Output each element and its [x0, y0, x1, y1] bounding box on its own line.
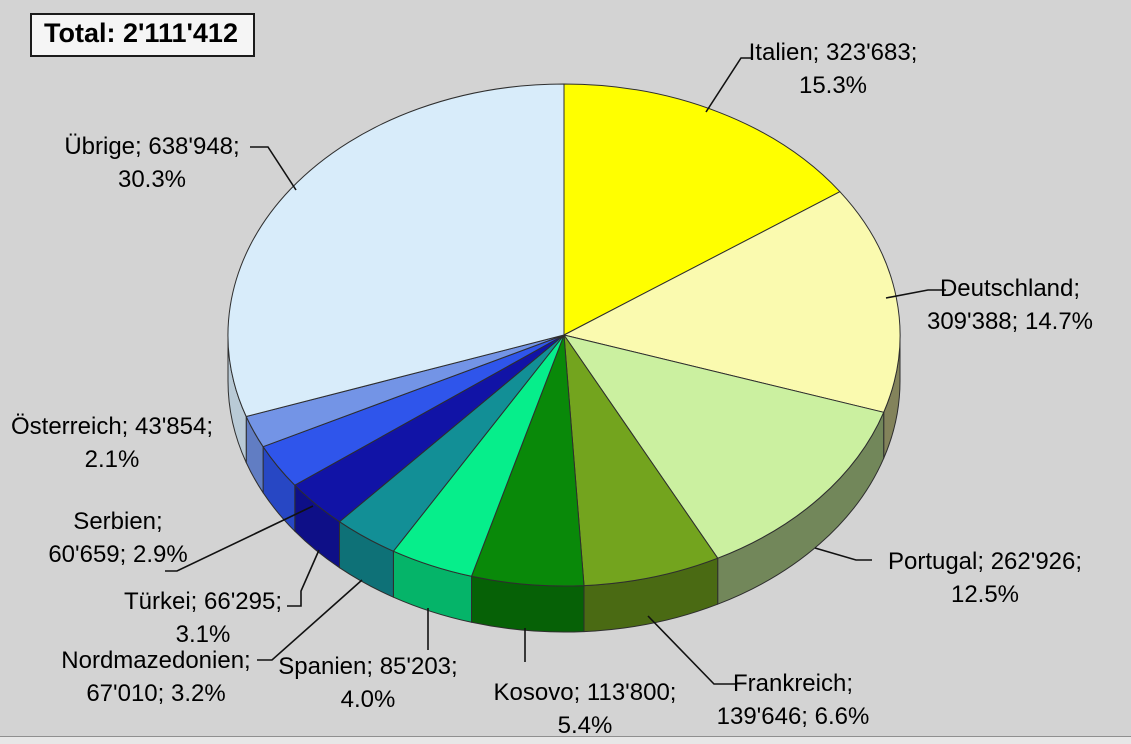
pie-slice-frankreich: [563, 334, 719, 587]
slice-label-line: Portugal; 262'926;: [887, 548, 1083, 575]
leader-line-frankreich: [647, 615, 736, 685]
slice-label-deutschland: Deutschland; 309'388; 14.7%: [927, 272, 1093, 338]
slice-label-kosovo: Kosovo; 113'800; 5.4%: [494, 676, 677, 742]
leader-line-nordmazedonien: [257, 579, 363, 661]
slice-label-line: 4.0%: [340, 686, 396, 713]
slice-label-line: 5.4%: [557, 712, 613, 739]
slice-label-line: Übrige; 638'948;: [64, 133, 240, 160]
slice-label-oesterreich: Österreich; 43'854; 2.1%: [11, 410, 213, 476]
slice-label-italien: Italien; 323'683; 15.3%: [749, 36, 918, 102]
slice-label-line: Frankreich;: [732, 670, 854, 697]
slice-label-line: Spanien; 85'203;: [278, 653, 458, 680]
slice-label-line: Serbien;: [73, 508, 163, 535]
leader-line-portugal: [814, 547, 872, 561]
leader-line-tuerkei: [287, 549, 320, 607]
slice-label-tuerkei: Türkei; 66'295; 3.1%: [124, 585, 282, 651]
slice-label-line: Italien; 323'683;: [748, 39, 918, 66]
leader-line-deutschland: [885, 289, 946, 299]
slice-label-line: 15.3%: [798, 72, 868, 99]
leader-line-uebrige: [250, 146, 297, 191]
slice-label-nordmazedonien: Nordmazedonien; 67'010; 3.2%: [61, 644, 250, 710]
pie-slice-portugal: [563, 334, 885, 559]
slice-label-spanien: Spanien; 85'203; 4.0%: [278, 650, 457, 716]
pie-side-walls: [227, 334, 901, 633]
slice-label-uebrige: Übrige; 638'948; 30.3%: [64, 130, 239, 196]
slice-label-line: Österreich; 43'854;: [10, 413, 214, 440]
pie-top-faces: [227, 83, 901, 587]
leader-lines: [165, 57, 946, 685]
slice-label-line: 60'659; 2.9%: [48, 541, 188, 568]
leader-line-italien: [705, 57, 753, 113]
pie-slice-uebrige: [227, 83, 565, 417]
slice-label-line: 309'388; 14.7%: [926, 308, 1094, 335]
slice-label-serbien: Serbien; 60'659; 2.9%: [48, 505, 187, 571]
slice-label-line: 12.5%: [950, 581, 1020, 608]
slice-label-frankreich: Frankreich; 139'646; 6.6%: [717, 667, 870, 733]
slice-label-line: Kosovo; 113'800;: [493, 679, 677, 706]
slice-label-line: 30.3%: [117, 166, 187, 193]
leader-line-serbien: [165, 505, 314, 572]
pie-slice-italien: [563, 83, 841, 336]
slice-label-line: 139'646; 6.6%: [716, 703, 870, 730]
page-bottom-edge: [0, 736, 1131, 744]
slice-label-line: 67'010; 3.2%: [86, 680, 226, 707]
slice-label-line: 2.1%: [84, 446, 140, 473]
total-label: Total: 2'111'412: [44, 18, 238, 48]
slice-label-line: Nordmazedonien;: [61, 647, 251, 674]
slice-label-portugal: Portugal; 262'926; 12.5%: [888, 545, 1082, 611]
slice-label-line: 3.1%: [175, 621, 231, 648]
slice-label-line: Deutschland;: [939, 275, 1081, 302]
total-box: Total: 2'111'412: [30, 13, 255, 57]
slice-label-line: Türkei; 66'295;: [123, 588, 283, 615]
pie-slice-deutschland: [563, 191, 901, 413]
